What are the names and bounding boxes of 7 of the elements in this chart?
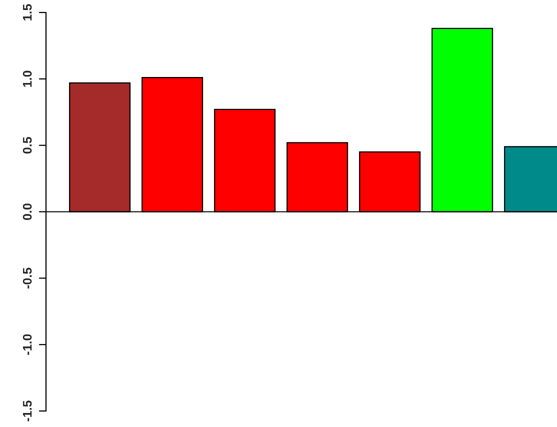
- y-tick-label: -1.0: [22, 334, 32, 355]
- y-tick-label: 0.5: [22, 136, 32, 154]
- y-tick-label: 0.0: [22, 204, 32, 220]
- y-tick-label: 1.0: [22, 70, 32, 87]
- y-tick-label: -1.5: [23, 400, 32, 422]
- y-tick-label: 1.5: [23, 4, 32, 20]
- y-tick-label: -0.5: [22, 268, 32, 288]
